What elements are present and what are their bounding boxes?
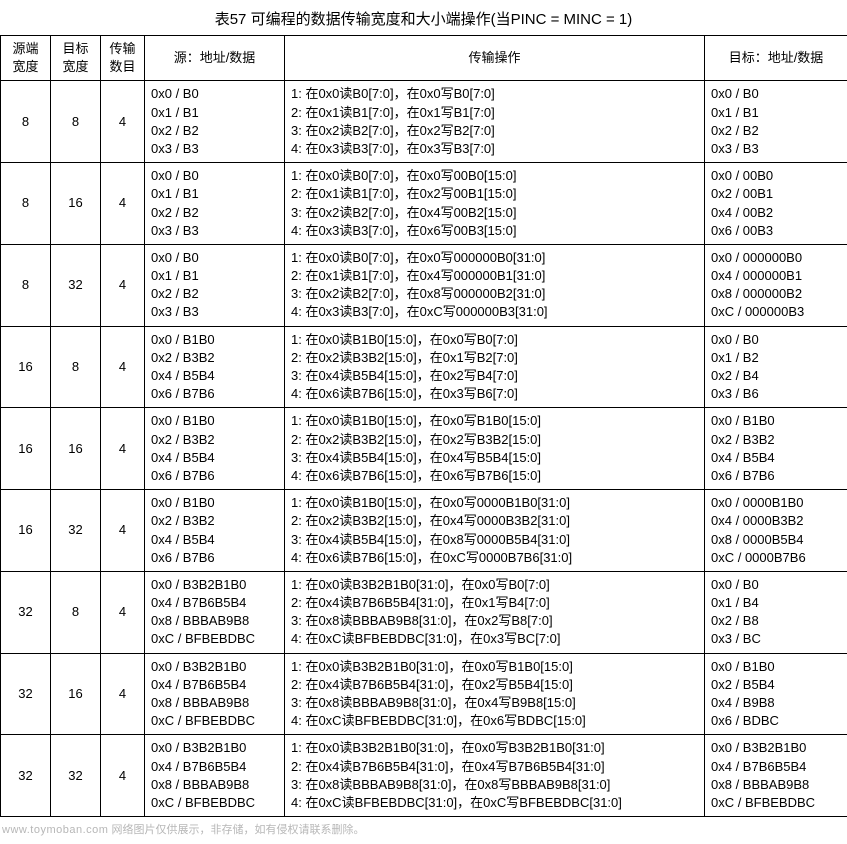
cell-dst-data: 0x0 / B0 0x1 / B1 0x2 / B2 0x3 / B3 — [705, 81, 847, 163]
cell-src-data: 0x0 / B1B0 0x2 / B3B2 0x4 / B5B4 0x6 / B… — [145, 408, 285, 490]
table-row: 161640x0 / B1B0 0x2 / B3B2 0x4 / B5B4 0x… — [1, 408, 847, 490]
table-row: 81640x0 / B0 0x1 / B1 0x2 / B2 0x3 / B31… — [1, 163, 847, 245]
cell-src-width: 8 — [1, 163, 51, 245]
cell-count: 4 — [101, 653, 145, 735]
cell-src-data: 0x0 / B3B2B1B0 0x4 / B7B6B5B4 0x8 / BBBA… — [145, 735, 285, 817]
cell-count: 4 — [101, 408, 145, 490]
cell-src-width: 16 — [1, 326, 51, 408]
header-ops: 传输操作 — [285, 36, 705, 81]
cell-src-data: 0x0 / B1B0 0x2 / B3B2 0x4 / B5B4 0x6 / B… — [145, 490, 285, 572]
cell-dst-data: 0x0 / B1B0 0x2 / B5B4 0x4 / B9B8 0x6 / B… — [705, 653, 847, 735]
cell-dst-data: 0x0 / B0 0x1 / B2 0x2 / B4 0x3 / B6 — [705, 326, 847, 408]
footer-text: 网络图片仅供展示，非存储，如有侵权请联系删除。 — [112, 824, 365, 836]
cell-count: 4 — [101, 490, 145, 572]
cell-count: 4 — [101, 735, 145, 817]
cell-count: 4 — [101, 571, 145, 653]
header-src-data: 源：地址/数据 — [145, 36, 285, 81]
cell-ops: 1: 在0x0读B3B2B1B0[31:0]，在0x0写B0[7:0] 2: 在… — [285, 571, 705, 653]
cell-src-data: 0x0 / B3B2B1B0 0x4 / B7B6B5B4 0x8 / BBBA… — [145, 653, 285, 735]
cell-ops: 1: 在0x0读B1B0[15:0]，在0x0写0000B1B0[31:0] 2… — [285, 490, 705, 572]
cell-src-width: 8 — [1, 244, 51, 326]
cell-ops: 1: 在0x0读B0[7:0]，在0x0写000000B0[31:0] 2: 在… — [285, 244, 705, 326]
cell-ops: 1: 在0x0读B1B0[15:0]，在0x0写B0[7:0] 2: 在0x2读… — [285, 326, 705, 408]
table-row: 323240x0 / B3B2B1B0 0x4 / B7B6B5B4 0x8 /… — [1, 735, 847, 817]
cell-dst-width: 8 — [51, 326, 101, 408]
cell-count: 4 — [101, 326, 145, 408]
header-count: 传输 数目 — [101, 36, 145, 81]
footer-domain: www.toymoban.com — [2, 824, 108, 836]
cell-src-width: 32 — [1, 571, 51, 653]
cell-src-data: 0x0 / B3B2B1B0 0x4 / B7B6B5B4 0x8 / BBBA… — [145, 571, 285, 653]
cell-ops: 1: 在0x0读B3B2B1B0[31:0]，在0x0写B1B0[15:0] 2… — [285, 653, 705, 735]
cell-dst-width: 32 — [51, 244, 101, 326]
cell-count: 4 — [101, 163, 145, 245]
table-row: 83240x0 / B0 0x1 / B1 0x2 / B2 0x3 / B31… — [1, 244, 847, 326]
cell-count: 4 — [101, 81, 145, 163]
cell-dst-width: 16 — [51, 653, 101, 735]
cell-dst-width: 16 — [51, 163, 101, 245]
header-dst-width: 目标 宽度 — [51, 36, 101, 81]
cell-src-width: 32 — [1, 653, 51, 735]
cell-ops: 1: 在0x0读B0[7:0]，在0x0写00B0[15:0] 2: 在0x1读… — [285, 163, 705, 245]
cell-dst-data: 0x0 / 00B0 0x2 / 00B1 0x4 / 00B2 0x6 / 0… — [705, 163, 847, 245]
cell-dst-data: 0x0 / 000000B0 0x4 / 000000B1 0x8 / 0000… — [705, 244, 847, 326]
header-dst-data: 目标：地址/数据 — [705, 36, 847, 81]
footer-note: www.toymoban.com 网络图片仅供展示，非存储，如有侵权请联系删除。 — [0, 817, 847, 837]
cell-src-data: 0x0 / B0 0x1 / B1 0x2 / B2 0x3 / B3 — [145, 81, 285, 163]
table-row: 163240x0 / B1B0 0x2 / B3B2 0x4 / B5B4 0x… — [1, 490, 847, 572]
table-row: 32840x0 / B3B2B1B0 0x4 / B7B6B5B4 0x8 / … — [1, 571, 847, 653]
cell-src-width: 8 — [1, 81, 51, 163]
cell-src-width: 16 — [1, 490, 51, 572]
header-src-width: 源端 宽度 — [1, 36, 51, 81]
data-table: 源端 宽度 目标 宽度 传输 数目 源：地址/数据 传输操作 目标：地址/数据 … — [0, 35, 847, 817]
cell-src-data: 0x0 / B0 0x1 / B1 0x2 / B2 0x3 / B3 — [145, 244, 285, 326]
cell-dst-data: 0x0 / B0 0x1 / B4 0x2 / B8 0x3 / BC — [705, 571, 847, 653]
table-title: 表57 可编程的数据传输宽度和大小端操作(当PINC = MINC = 1) — [0, 0, 847, 35]
cell-dst-width: 32 — [51, 490, 101, 572]
cell-src-data: 0x0 / B1B0 0x2 / B3B2 0x4 / B5B4 0x6 / B… — [145, 326, 285, 408]
cell-ops: 1: 在0x0读B3B2B1B0[31:0]，在0x0写B3B2B1B0[31:… — [285, 735, 705, 817]
table-row: 16840x0 / B1B0 0x2 / B3B2 0x4 / B5B4 0x6… — [1, 326, 847, 408]
cell-dst-width: 8 — [51, 81, 101, 163]
table-row: 321640x0 / B3B2B1B0 0x4 / B7B6B5B4 0x8 /… — [1, 653, 847, 735]
cell-ops: 1: 在0x0读B1B0[15:0]，在0x0写B1B0[15:0] 2: 在0… — [285, 408, 705, 490]
cell-count: 4 — [101, 244, 145, 326]
table-row: 8840x0 / B0 0x1 / B1 0x2 / B2 0x3 / B31:… — [1, 81, 847, 163]
cell-ops: 1: 在0x0读B0[7:0]，在0x0写B0[7:0] 2: 在0x1读B1[… — [285, 81, 705, 163]
cell-dst-data: 0x0 / B1B0 0x2 / B3B2 0x4 / B5B4 0x6 / B… — [705, 408, 847, 490]
cell-src-width: 16 — [1, 408, 51, 490]
cell-dst-data: 0x0 / 0000B1B0 0x4 / 0000B3B2 0x8 / 0000… — [705, 490, 847, 572]
cell-dst-width: 16 — [51, 408, 101, 490]
cell-dst-data: 0x0 / B3B2B1B0 0x4 / B7B6B5B4 0x8 / BBBA… — [705, 735, 847, 817]
cell-dst-width: 8 — [51, 571, 101, 653]
header-row: 源端 宽度 目标 宽度 传输 数目 源：地址/数据 传输操作 目标：地址/数据 — [1, 36, 847, 81]
cell-src-width: 32 — [1, 735, 51, 817]
cell-dst-width: 32 — [51, 735, 101, 817]
cell-src-data: 0x0 / B0 0x1 / B1 0x2 / B2 0x3 / B3 — [145, 163, 285, 245]
